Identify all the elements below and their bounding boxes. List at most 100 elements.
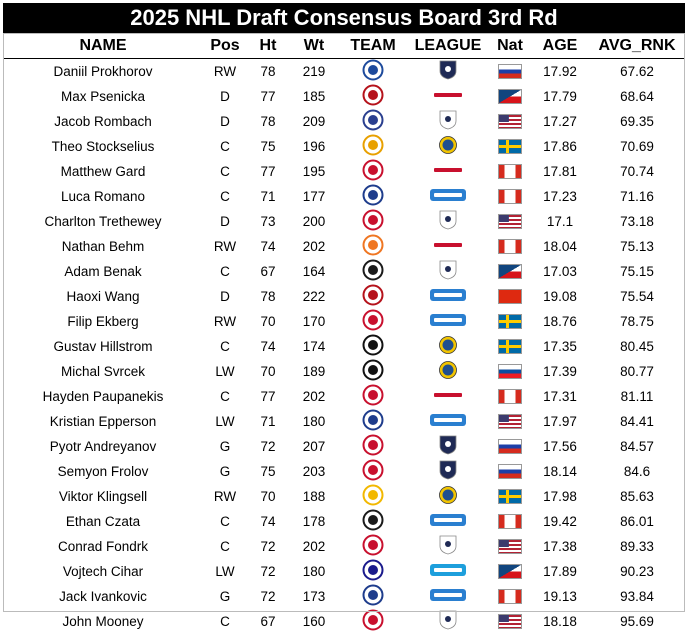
table-row[interactable]: Adam Benak C 67 164 17.03 75.15 xyxy=(3,259,685,284)
league-logo-icon xyxy=(428,85,468,108)
cell-age: 18.76 xyxy=(543,314,577,329)
board-title: 2025 NHL Draft Consensus Board 3rd Rd xyxy=(3,3,685,33)
cell-nat xyxy=(489,309,531,334)
table-row[interactable]: Hayden Paupanekis C 77 202 17.31 81.11 xyxy=(3,384,685,409)
cell-age: 17.81 xyxy=(543,164,577,179)
col-header-league[interactable]: LEAGUE xyxy=(414,36,482,54)
cell-team xyxy=(339,134,407,159)
cell-nat xyxy=(489,584,531,609)
cell-name: Max Psenicka xyxy=(60,89,146,104)
cell-pos: C xyxy=(220,264,230,279)
cell-league xyxy=(407,259,489,284)
table-row[interactable]: Daniil Prokhorov RW 78 219 17.92 67.62 xyxy=(3,59,685,85)
table-row[interactable]: Theo Stockselius C 75 196 17.86 70.69 xyxy=(3,134,685,159)
table-row[interactable]: Jacob Rombach D 78 209 17.27 69.35 xyxy=(3,109,685,134)
energie-karlovy-vary-logo-icon xyxy=(360,559,386,584)
cell-wt: 173 xyxy=(302,589,326,604)
col-header-avg-rnk[interactable]: AVG_RNK xyxy=(598,36,676,54)
cell-league xyxy=(407,109,489,134)
league-logo-icon xyxy=(428,410,468,433)
cell-avg-rnk: 75.15 xyxy=(620,264,654,279)
cell-league xyxy=(407,134,489,159)
col-header-pos[interactable]: Pos xyxy=(210,36,240,54)
cell-avg-rnk: 78.75 xyxy=(620,314,654,329)
table-row[interactable]: Jack Ivankovic G 72 173 19.13 93.84 xyxy=(3,584,685,609)
cell-age: 17.98 xyxy=(543,489,577,504)
cell-ht: 77 xyxy=(260,89,276,104)
table-row[interactable]: Max Psenicka D 77 185 17.79 68.64 xyxy=(3,84,685,109)
cell-age: 17.27 xyxy=(543,114,577,129)
cell-league xyxy=(407,484,489,509)
cell-wt: 202 xyxy=(302,539,326,554)
cell-avg-rnk: 68.64 xyxy=(620,89,654,104)
cell-name: Adam Benak xyxy=(64,264,142,279)
cell-pos: C xyxy=(220,189,230,204)
cell-league xyxy=(407,159,489,184)
draft-board: 2025 NHL Draft Consensus Board 3rd Rd NA… xyxy=(3,3,685,631)
league-logo-icon xyxy=(428,460,468,483)
cell-nat xyxy=(489,359,531,384)
cell-name: Conrad Fondrk xyxy=(57,539,149,554)
table-row[interactable]: Conrad Fondrk C 72 202 17.38 89.33 xyxy=(3,534,685,559)
cell-team xyxy=(339,234,407,259)
cell-name: Charlton Trethewey xyxy=(44,214,162,229)
col-header-wt[interactable]: Wt xyxy=(303,36,325,54)
flag-icon xyxy=(498,214,522,230)
cell-ht: 72 xyxy=(260,564,276,579)
cell-age: 17.35 xyxy=(543,339,577,354)
col-header-ht[interactable]: Ht xyxy=(259,36,277,54)
cell-name: Jack Ivankovic xyxy=(59,589,147,604)
table-row[interactable]: Semyon Frolov G 75 203 18.14 84.6 xyxy=(3,459,685,484)
table-row[interactable]: Pyotr Andreyanov G 72 207 17.56 84.57 xyxy=(3,434,685,459)
cell-league xyxy=(407,84,489,109)
table-row[interactable]: Charlton Trethewey D 73 200 17.1 73.18 xyxy=(3,209,685,234)
cell-team xyxy=(339,334,407,359)
table-row[interactable]: Kristian Epperson LW 71 180 17.97 84.41 xyxy=(3,409,685,434)
league-logo-icon xyxy=(428,560,468,583)
cell-nat xyxy=(489,434,531,459)
cell-pos: RW xyxy=(213,489,237,504)
cell-wt: 195 xyxy=(302,164,326,179)
cell-league xyxy=(407,559,489,584)
cell-wt: 202 xyxy=(302,239,326,254)
table-row[interactable]: Nathan Behm RW 74 202 18.04 75.13 xyxy=(3,234,685,259)
table-row[interactable]: Haoxi Wang D 78 222 19.08 75.54 xyxy=(3,284,685,309)
col-header-team[interactable]: TEAM xyxy=(350,36,396,54)
league-logo-icon xyxy=(428,535,468,558)
cell-name: Gustav Hillstrom xyxy=(53,339,153,354)
cell-team xyxy=(339,209,407,234)
kamloops-blazers-logo-icon xyxy=(360,234,386,259)
cell-nat xyxy=(489,559,531,584)
table-row[interactable]: Ethan Czata C 74 178 19.42 86.01 xyxy=(3,509,685,534)
cell-pos: C xyxy=(220,539,230,554)
cska-logo-icon xyxy=(360,434,386,459)
table-row[interactable]: Matthew Gard C 77 195 17.81 70.74 xyxy=(3,159,685,184)
cell-ht: 77 xyxy=(260,389,276,404)
cell-ht: 74 xyxy=(260,339,276,354)
col-header-nat[interactable]: Nat xyxy=(497,36,523,54)
cell-wt: 180 xyxy=(302,414,326,429)
cell-league xyxy=(407,284,489,309)
cell-pos: LW xyxy=(215,564,235,579)
league-logo-icon xyxy=(428,185,468,208)
cell-wt: 202 xyxy=(302,389,326,404)
table-row[interactable]: Gustav Hillstrom C 74 174 17.35 80.45 xyxy=(3,334,685,359)
table-row[interactable]: Viktor Klingsell RW 70 188 17.98 85.63 xyxy=(3,484,685,509)
cell-wt: 180 xyxy=(302,564,326,579)
flag-icon xyxy=(498,314,522,330)
table-row[interactable]: Luca Romano C 71 177 17.23 71.16 xyxy=(3,184,685,209)
col-header-name[interactable]: NAME xyxy=(79,36,127,54)
col-header-age[interactable]: AGE xyxy=(542,36,578,54)
brynas-logo-icon xyxy=(360,334,386,359)
cell-age: 19.08 xyxy=(543,289,577,304)
oshawa-generals-logo-icon xyxy=(360,284,386,309)
flag-icon xyxy=(498,514,522,530)
cell-avg-rnk: 93.84 xyxy=(620,589,654,604)
table-row[interactable]: Vojtech Cihar LW 72 180 17.89 90.23 xyxy=(3,559,685,584)
ntdp-logo-icon xyxy=(360,209,386,234)
table-row[interactable]: Michal Svrcek LW 70 189 17.39 80.77 xyxy=(3,359,685,384)
flag-icon xyxy=(498,89,522,105)
cell-ht: 78 xyxy=(260,64,276,79)
cell-name: Jacob Rombach xyxy=(54,114,152,129)
table-row[interactable]: Filip Ekberg RW 70 170 18.76 78.75 xyxy=(3,309,685,334)
